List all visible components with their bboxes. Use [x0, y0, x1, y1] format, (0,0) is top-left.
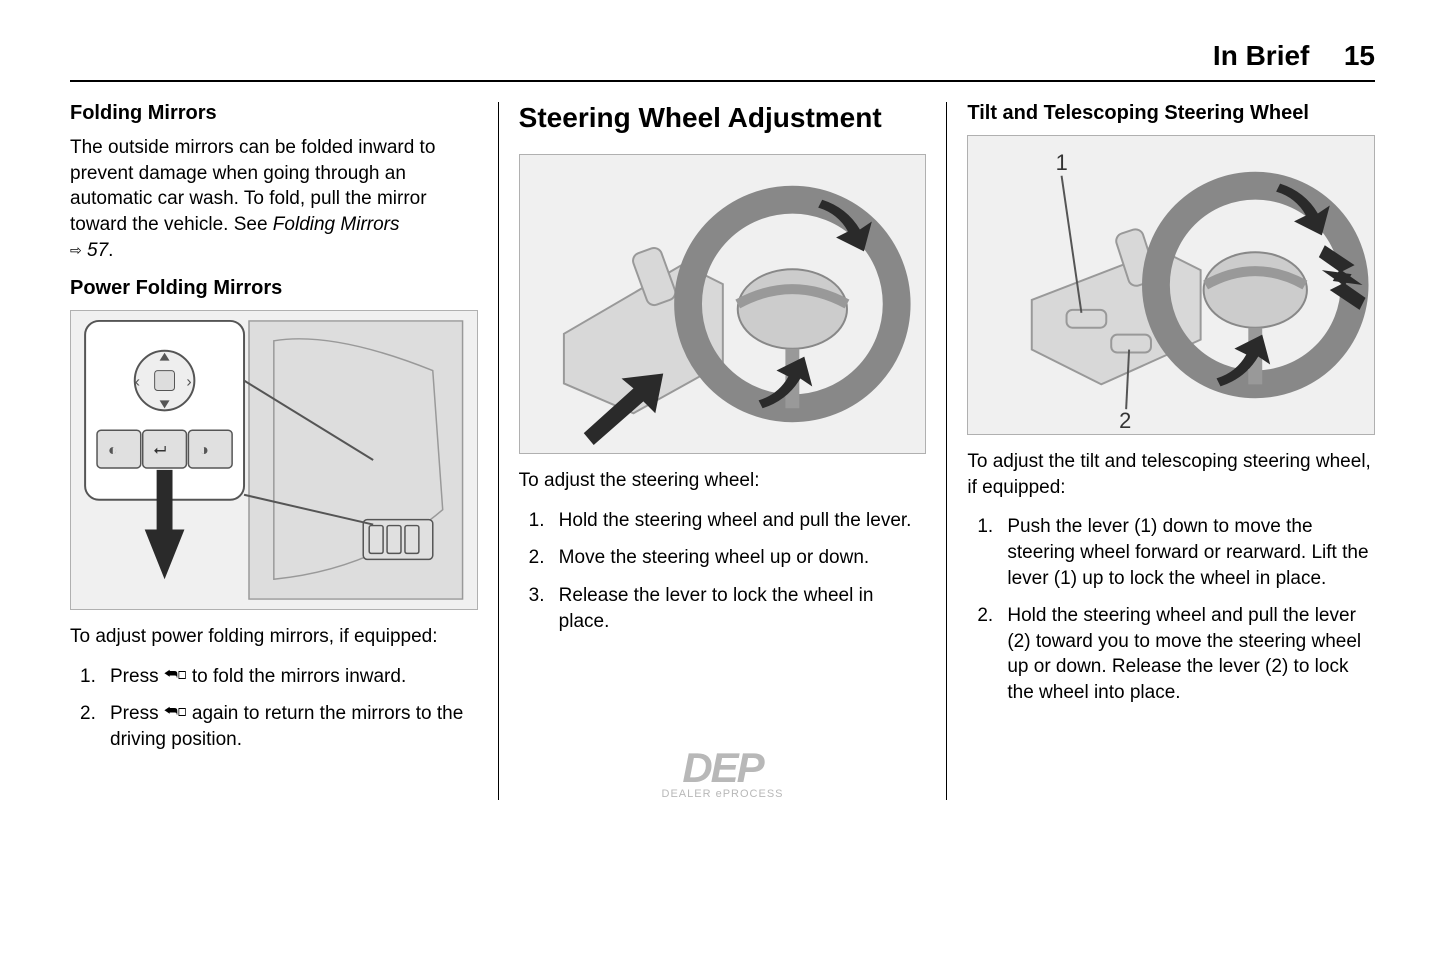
dep-logo-sub: DEALER ePROCESS	[519, 788, 927, 800]
folding-mirrors-ref-page: 57	[87, 240, 108, 261]
page-header: In Brief 15	[70, 40, 1375, 82]
column-2: Steering Wheel Adjustment To adjust the …	[499, 102, 948, 800]
tilt-step-1: Push the lever (1) down to move the stee…	[967, 514, 1375, 591]
svg-text:⮠: ⮠	[154, 442, 167, 459]
steering-step-2: Move the steering wheel up or down.	[519, 545, 927, 571]
svg-text:‹: ‹	[135, 374, 140, 391]
column-3: Tilt and Telescoping Steering Wheel	[947, 102, 1375, 800]
mirror-fold-icon: ⮪◻	[164, 665, 187, 685]
dep-logo: DEP DEALER ePROCESS	[519, 744, 927, 800]
svg-text:2: 2	[1120, 408, 1132, 433]
content-columns: Folding Mirrors The outside mirrors can …	[70, 102, 1375, 800]
folding-mirrors-ref: Folding Mirrors	[273, 214, 400, 235]
steering-step-1: Hold the steering wheel and pull the lev…	[519, 508, 927, 534]
steering-step-3: Release the lever to lock the wheel in p…	[519, 583, 927, 634]
period: .	[108, 240, 113, 261]
svg-text:1: 1	[1056, 150, 1068, 175]
power-mirror-figure: ‹ › ◐ ⮠ ◑	[70, 310, 478, 610]
tilt-step-2: Hold the steering wheel and pull the lev…	[967, 603, 1375, 706]
folding-mirrors-heading: Folding Mirrors	[70, 102, 478, 125]
svg-text:◑: ◑	[199, 442, 209, 459]
step1-pre: Press	[110, 666, 164, 687]
power-mirror-steps: Press ⮪◻ to fold the mirrors inward. Pre…	[70, 664, 478, 753]
power-mirror-step-1: Press ⮪◻ to fold the mirrors inward.	[70, 664, 478, 690]
tilt-telescope-figure: 1 2	[967, 135, 1375, 435]
step1-post: to fold the mirrors inward.	[187, 666, 407, 687]
step2-pre: Press	[110, 703, 164, 724]
tilt-telescope-heading: Tilt and Telescoping Steering Wheel	[967, 102, 1375, 125]
folding-mirrors-text: The outside mirrors can be folded inward…	[70, 135, 478, 263]
steering-adjust-figure	[519, 154, 927, 454]
power-folding-heading: Power Folding Mirrors	[70, 277, 478, 300]
steering-adjust-steps: Hold the steering wheel and pull the lev…	[519, 508, 927, 635]
svg-text:›: ›	[186, 374, 191, 391]
ref-arrow-icon: ⇨	[70, 241, 82, 260]
mirror-fold-icon: ⮪◻	[164, 702, 187, 722]
tilt-telescope-steps: Push the lever (1) down to move the stee…	[967, 514, 1375, 705]
dep-logo-text: DEP	[519, 744, 927, 792]
page-number: 15	[1344, 40, 1375, 72]
power-mirror-step-2: Press ⮪◻ again to return the mirrors to …	[70, 701, 478, 752]
header-section: In Brief	[1213, 40, 1309, 72]
column-1: Folding Mirrors The outside mirrors can …	[70, 102, 499, 800]
steering-adjust-heading: Steering Wheel Adjustment	[519, 102, 927, 134]
power-mirror-intro: To adjust power folding mirrors, if equi…	[70, 624, 478, 650]
svg-text:◐: ◐	[108, 442, 118, 459]
steering-adjust-intro: To adjust the steering wheel:	[519, 468, 927, 494]
tilt-telescope-intro: To adjust the tilt and telescoping steer…	[967, 449, 1375, 500]
